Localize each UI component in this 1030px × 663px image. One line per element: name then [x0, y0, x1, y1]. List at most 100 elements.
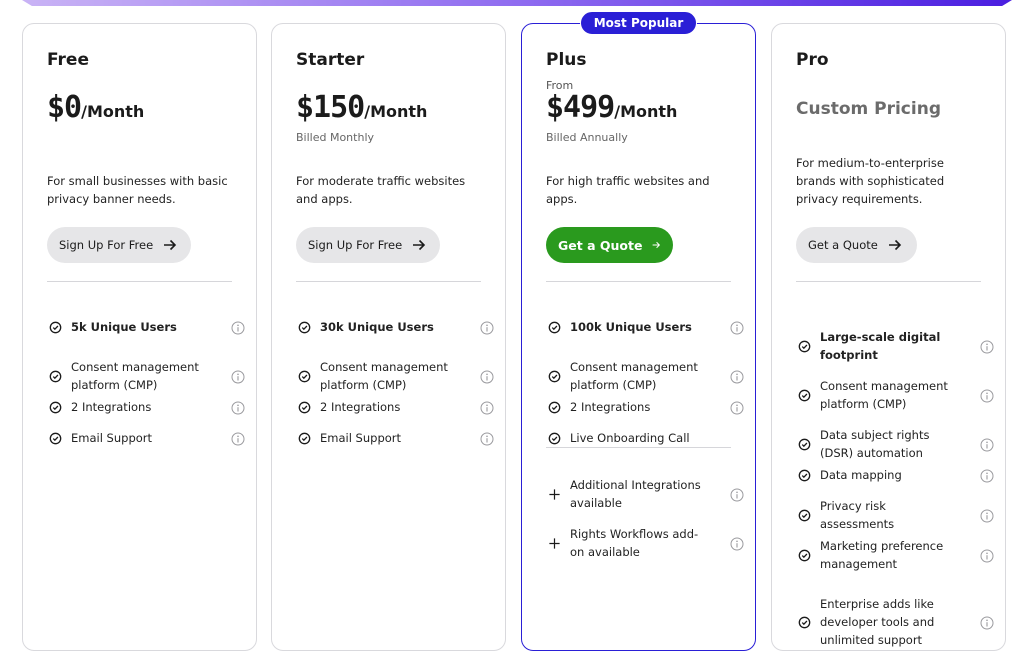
billing-note: Billed Monthly: [296, 131, 375, 144]
price-amount: $499: [546, 90, 615, 125]
info-icon[interactable]: [730, 400, 744, 415]
most-popular-badge: Most Popular: [580, 11, 697, 35]
feature-item: 2 Integrations: [47, 398, 245, 416]
plan-price: $499/Month: [546, 90, 677, 125]
feature-item: Marketing preference management: [796, 537, 994, 573]
feature-text: Consent management platform (CMP): [320, 360, 448, 392]
plan-card-plus: Plus From $499/Month Billed Annually For…: [521, 23, 756, 651]
plan-description: For high traffic websites and apps.: [546, 174, 710, 206]
info-icon[interactable]: [730, 369, 744, 384]
plan-card-starter: Starter $150/Month Billed Monthly For mo…: [271, 23, 506, 651]
addon-item: Rights Workflows add-on available: [546, 525, 744, 561]
feature-item: Large-scale digital footprint: [796, 328, 994, 364]
info-icon[interactable]: [480, 320, 494, 335]
plan-name: Free: [47, 50, 89, 70]
arrow-right-icon: [164, 239, 177, 251]
info-icon[interactable]: [480, 400, 494, 415]
plan-price: $0/Month: [47, 90, 144, 125]
plan-description: For medium-to-enterprise brands with sop…: [796, 156, 945, 206]
divider: [546, 281, 731, 282]
feature-text: Data subject rights (DSR) automation: [820, 428, 930, 460]
plus-icon: [546, 488, 562, 501]
feature-item: Email Support: [296, 429, 494, 447]
info-icon[interactable]: [980, 615, 994, 630]
feature-item: 2 Integrations: [296, 398, 494, 416]
divider: [796, 281, 981, 282]
feature-item: Enterprise adds like developer tools and…: [796, 595, 994, 649]
plan-description: For moderate traffic websites and apps.: [296, 174, 466, 206]
feature-text: Email Support: [71, 431, 153, 445]
price-period: /Month: [614, 102, 678, 121]
info-icon[interactable]: [231, 400, 245, 415]
plan-price: $150/Month: [296, 90, 427, 125]
check-circle-icon: [796, 340, 812, 353]
price-amount: $150: [296, 90, 365, 125]
info-icon[interactable]: [231, 431, 245, 446]
arrow-right-icon: [413, 239, 426, 251]
get-quote-button[interactable]: Get a Quote: [546, 227, 673, 263]
button-label: Get a Quote: [808, 238, 878, 252]
divider: [47, 281, 232, 282]
info-icon[interactable]: [730, 320, 744, 335]
check-circle-icon: [546, 401, 562, 414]
feature-text: Rights Workflows add-on available: [570, 527, 699, 559]
check-circle-icon: [796, 438, 812, 451]
info-icon[interactable]: [980, 437, 994, 452]
check-circle-icon: [47, 432, 63, 445]
billing-note: Billed Annually: [546, 131, 628, 144]
get-quote-button[interactable]: Get a Quote: [796, 227, 917, 263]
feature-text: Email Support: [320, 431, 402, 445]
feature-text: 100k Unique Users: [570, 320, 692, 334]
feature-text: 2 Integrations: [570, 400, 651, 414]
feature-text: Marketing preference management: [820, 539, 944, 571]
price-period: /Month: [364, 102, 428, 121]
info-icon[interactable]: [980, 339, 994, 354]
check-circle-icon: [296, 432, 312, 445]
sign-up-button[interactable]: Sign Up For Free: [296, 227, 440, 263]
info-icon[interactable]: [980, 548, 994, 563]
plan-name: Plus: [546, 50, 587, 70]
feature-text: Consent management platform (CMP): [71, 360, 199, 392]
plus-icon: [546, 537, 562, 550]
arrow-right-icon: [888, 239, 901, 251]
sign-up-button[interactable]: Sign Up For Free: [47, 227, 191, 263]
price-amount: $0: [47, 90, 82, 125]
divider: [296, 281, 481, 282]
info-icon[interactable]: [980, 468, 994, 483]
check-circle-icon: [296, 401, 312, 414]
info-icon[interactable]: [480, 369, 494, 384]
feature-text: Consent management platform (CMP): [820, 379, 948, 411]
feature-item: Consent management platform (CMP): [47, 358, 245, 394]
feature-text: Additional Integrations available: [570, 478, 701, 510]
feature-text: 5k Unique Users: [71, 320, 177, 334]
feature-item: Live Onboarding Call: [546, 429, 736, 447]
info-icon[interactable]: [231, 369, 245, 384]
feature-text: Privacy risk assessments: [820, 499, 895, 531]
check-circle-icon: [796, 616, 812, 629]
feature-text: 30k Unique Users: [320, 320, 434, 334]
button-label: Get a Quote: [558, 237, 643, 253]
plan-name: Pro: [796, 50, 829, 70]
feature-text: Data mapping: [820, 468, 902, 482]
divider: [546, 447, 731, 448]
feature-text: 2 Integrations: [71, 400, 152, 414]
info-icon[interactable]: [980, 388, 994, 403]
check-circle-icon: [796, 549, 812, 562]
info-icon[interactable]: [730, 487, 744, 502]
check-circle-icon: [296, 370, 312, 383]
check-circle-icon: [546, 370, 562, 383]
top-gradient-bar: [22, 0, 1012, 6]
feature-text: Enterprise adds like developer tools and…: [820, 597, 935, 647]
feature-item: Consent management platform (CMP): [546, 358, 744, 394]
check-circle-icon: [796, 469, 812, 482]
info-icon[interactable]: [231, 320, 245, 335]
check-circle-icon: [296, 321, 312, 334]
arrow-right-icon: [653, 241, 661, 249]
info-icon[interactable]: [480, 431, 494, 446]
info-icon[interactable]: [730, 536, 744, 551]
feature-item: Consent management platform (CMP): [296, 358, 494, 394]
price-prefix: From: [546, 79, 574, 92]
feature-text: Large-scale digital footprint: [820, 330, 941, 362]
info-icon[interactable]: [980, 508, 994, 523]
feature-item: Email Support: [47, 429, 245, 447]
